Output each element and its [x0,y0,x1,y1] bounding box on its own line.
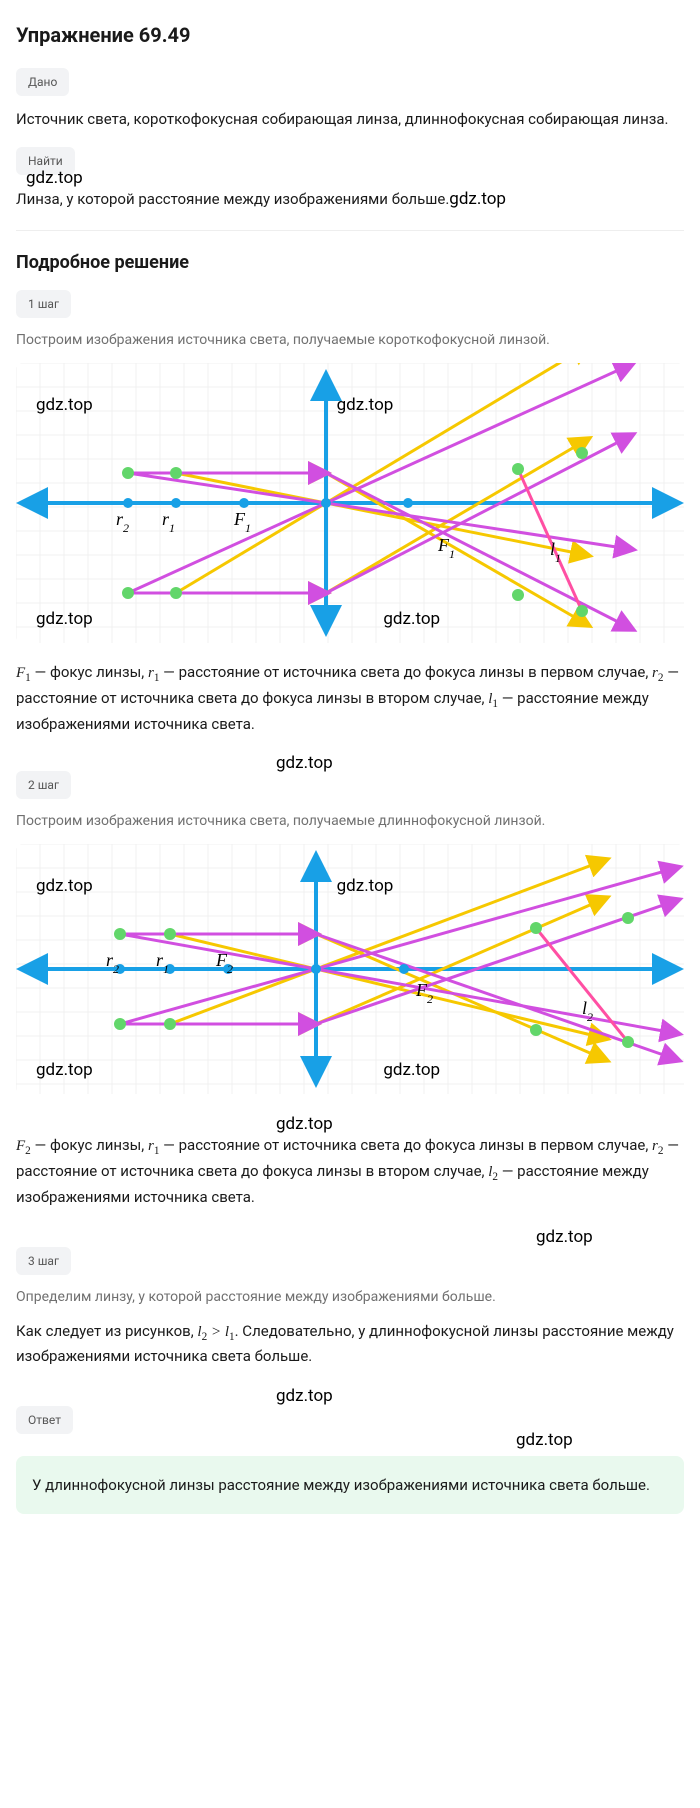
step-tag: 2 шаг [16,771,71,799]
divider [16,230,684,231]
svg-text:l1: l1 [550,539,561,565]
step-explain: Как следует из рисунков, l2 > l1. Следов… [16,1320,684,1368]
answer-text: У длиннофокусной линзы расстояние между … [32,1476,650,1494]
diagram-1: r2r1F1F1l1gdz.topgdz.topgdz.topgdz.top [16,363,684,643]
step-explain: F1 — фокус линзы, r1 — расстояние от ист… [16,661,684,735]
step-intro: Построим изображения источника света, по… [16,811,684,832]
find-text: Линза, у которой расстояние между изобра… [16,187,684,213]
watermark: gdz.top [276,1384,333,1410]
svg-text:l2: l2 [582,998,593,1024]
given-tag: Дано [16,68,69,96]
answer-tag: Ответ [16,1406,73,1434]
watermark: gdz.top [276,751,333,777]
watermark: gdz.top [516,1428,573,1454]
exercise-title: Упражнение 69.49 [16,20,684,50]
watermark: gdz.top [536,1225,593,1251]
watermark: gdz.top [449,189,506,209]
answer-box: У длиннофокусной линзы расстояние между … [16,1456,684,1515]
diagram-2: r2r1F2F2l2gdz.topgdz.topgdz.topgdz.top [16,844,684,1094]
find-tag: Найти [16,147,75,175]
given-text: Источник света, короткофокусная собирающ… [16,108,684,131]
find-text-content: Линза, у которой расстояние между изобра… [16,190,449,208]
step-intro: Построим изображения источника света, по… [16,330,684,351]
watermark: gdz.top [276,1112,333,1138]
svg-text:r1: r1 [156,950,169,976]
solution-title: Подробное решение [16,249,684,276]
svg-text:r2: r2 [106,950,119,976]
step-explain: F2 — фокус линзы, r1 — расстояние от ист… [16,1134,684,1208]
step-tag: 3 шаг [16,1247,71,1275]
step-tag: 1 шаг [16,290,71,318]
step-intro: Определим линзу, у которой расстояние ме… [16,1287,684,1308]
